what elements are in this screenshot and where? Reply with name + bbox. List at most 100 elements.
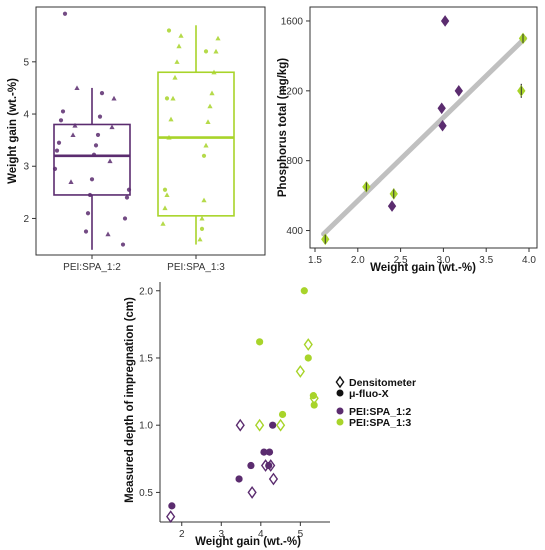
data-point xyxy=(265,448,274,456)
data-point xyxy=(109,124,115,130)
x-tick-label: 5 xyxy=(298,529,304,540)
data-point xyxy=(247,461,255,470)
data-point xyxy=(440,15,450,27)
data-point xyxy=(304,354,312,362)
x-tick-label: 4 xyxy=(258,529,264,540)
data-point xyxy=(387,200,397,212)
data-point xyxy=(197,236,203,242)
data-point xyxy=(201,197,207,203)
data-point xyxy=(95,132,101,138)
x-tick-label: 3.0 xyxy=(436,255,450,266)
data-point xyxy=(205,119,211,124)
x-tick-label: 3 xyxy=(218,529,224,540)
data-point xyxy=(437,102,446,115)
data-point xyxy=(269,421,277,429)
data-point xyxy=(295,365,305,378)
data-point xyxy=(260,448,268,456)
impregnation-scatter-panel: 2 3 4 5 0.5 1.0 1.5 2.0 Weight gain (wt.-%) Measu… xyxy=(124,282,416,548)
data-point xyxy=(268,472,279,486)
data-point xyxy=(203,142,209,148)
data-point xyxy=(278,410,287,419)
legend-label: Densitometer xyxy=(349,377,416,389)
x-tick-label: PEI:SPA_1:3 xyxy=(167,262,225,273)
y-tick-label: 1200 xyxy=(281,86,304,97)
fit-line xyxy=(321,35,528,237)
data-point xyxy=(172,74,178,80)
data-point xyxy=(176,43,182,49)
legend-key-densitometer xyxy=(335,375,345,389)
data-point xyxy=(58,118,64,123)
data-point xyxy=(256,338,264,346)
data-point xyxy=(162,205,168,211)
data-point xyxy=(120,242,126,247)
data-point xyxy=(178,33,184,38)
data-point xyxy=(105,231,111,237)
y-tick-label: 3 xyxy=(23,162,29,173)
x-tick-label: 4.0 xyxy=(522,255,536,266)
legend-key-fluo xyxy=(336,389,344,397)
x-tick-label: PEI:SPA_1:2 xyxy=(63,262,121,273)
x-tick-label: 2.5 xyxy=(394,255,408,266)
data-point xyxy=(438,119,447,132)
data-point xyxy=(309,392,317,400)
legend-key-group xyxy=(336,418,344,426)
data-point xyxy=(56,140,62,145)
x-axis-label: Weight gain (wt.-%) xyxy=(370,262,476,274)
data-point xyxy=(247,486,257,499)
data-point xyxy=(166,28,172,33)
x-tick-label: 1.5 xyxy=(308,255,322,266)
data-point xyxy=(164,192,170,198)
y-axis-label: Measured depth of impregnation (cm) xyxy=(124,297,136,503)
data-point xyxy=(266,459,276,472)
plot-frame xyxy=(309,6,538,249)
x-tick-label: 2 xyxy=(179,529,185,540)
data-point xyxy=(99,91,105,96)
data-point xyxy=(203,49,209,54)
data-point xyxy=(275,418,286,432)
data-point xyxy=(70,132,76,137)
legend-key-group xyxy=(336,407,344,415)
y-tick-label: 1600 xyxy=(281,16,304,27)
data-point xyxy=(122,216,128,221)
data-point xyxy=(300,287,308,295)
x-tick-label: 3.5 xyxy=(479,255,493,266)
data-point xyxy=(68,179,74,184)
data-point xyxy=(303,338,313,351)
data-point xyxy=(199,226,205,231)
data-point xyxy=(215,35,221,41)
data-point xyxy=(207,103,213,109)
y-tick-label: 5 xyxy=(23,57,29,68)
phosphorus-scatter-panel: 1.5 2.0 2.5 3.0 3.5 4.0 400 800 1200 1600 Weight g… xyxy=(277,6,538,274)
data-point xyxy=(199,215,205,221)
boxplot-panel: 2 3 4 5 PEI:SPA_1:2 PEI:SPA_1:3 Weight gain (w… xyxy=(7,6,266,273)
data-point xyxy=(97,114,103,119)
y-axis-label: Weight gain (wt.-%) xyxy=(7,78,19,184)
data-point xyxy=(85,211,91,216)
data-point xyxy=(107,158,113,164)
data-point xyxy=(168,502,176,510)
legend-label: μ-fluo-X xyxy=(349,388,389,400)
y-tick-label: 0.5 xyxy=(139,488,153,499)
box-iqr xyxy=(157,71,235,217)
data-point xyxy=(255,418,265,432)
plot-frame xyxy=(35,6,266,256)
data-point xyxy=(164,96,170,101)
data-point xyxy=(310,401,318,409)
data-point xyxy=(166,510,176,524)
y-axis-label: Phosphorus total (mg/kg) xyxy=(277,58,289,197)
y-tick-label: 1.0 xyxy=(139,421,153,432)
data-point xyxy=(213,48,219,54)
y-tick-label: 4 xyxy=(23,110,29,121)
data-point xyxy=(235,418,245,432)
data-point xyxy=(74,85,80,91)
y-tick-label: 1.5 xyxy=(139,353,153,364)
data-point xyxy=(124,195,130,200)
y-tick-label: 2.0 xyxy=(139,286,153,297)
data-point xyxy=(174,59,180,64)
data-point xyxy=(201,153,207,158)
data-point xyxy=(54,148,60,153)
data-point xyxy=(454,85,463,97)
data-point xyxy=(93,143,99,148)
data-point xyxy=(209,90,215,96)
